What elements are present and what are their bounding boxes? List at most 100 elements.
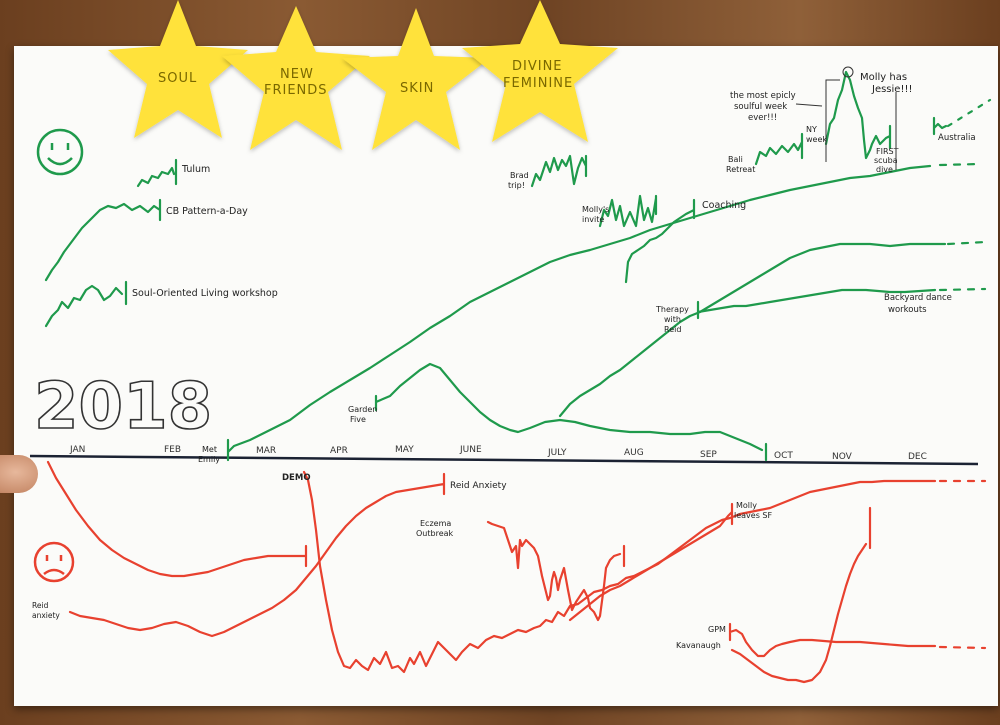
label-molly-leaves-1: Molly bbox=[736, 501, 757, 510]
curve-bali-retreat bbox=[754, 132, 804, 166]
month-may: MAY bbox=[395, 445, 414, 455]
label-eczema-2: Outbreak bbox=[416, 529, 454, 538]
star-label-new-friends-2: FRIENDS bbox=[264, 83, 328, 98]
label-brad-trip-1: Brad bbox=[510, 171, 529, 180]
month-sep: SEP bbox=[700, 450, 717, 460]
label-ny-week-2: week bbox=[806, 135, 827, 144]
label-therapy-1: Therapy bbox=[655, 305, 689, 314]
label-ny-week-1: NY bbox=[806, 125, 817, 134]
curve-therapy bbox=[558, 242, 947, 418]
curve-therapy-dashed bbox=[946, 240, 987, 246]
frowny-face-icon bbox=[33, 541, 75, 583]
label-garden-five-1: Garden bbox=[348, 405, 377, 414]
label-first-scuba-3: dive bbox=[876, 165, 893, 174]
label-molly-has-jessie-1: Molly has bbox=[860, 72, 907, 83]
label-molly-has-jessie-2: Jessie!!! bbox=[871, 84, 912, 95]
label-garden-five-2: Five bbox=[350, 415, 366, 424]
month-aug: AUG bbox=[624, 448, 644, 458]
curve-backyard-dashed bbox=[938, 287, 987, 292]
label-tulum: Tulum bbox=[181, 164, 210, 175]
month-july: JULY bbox=[547, 448, 567, 458]
label-reid-anxiety: Reid Anxiety bbox=[450, 481, 507, 491]
month-june: JUNE bbox=[459, 445, 482, 455]
timeline-axis bbox=[29, 454, 979, 466]
curve-australia-dashed bbox=[946, 98, 992, 128]
month-jan: JAN bbox=[69, 445, 85, 455]
star-label-divine-1: DIVINE bbox=[512, 59, 563, 74]
label-epic-week-1: the most epicly bbox=[730, 91, 796, 101]
label-reid-anxiety-2-1: Reid bbox=[32, 601, 49, 610]
star-label-divine-2: FEMININE bbox=[503, 76, 573, 91]
curve-met-emily bbox=[226, 164, 932, 462]
curve-demo bbox=[302, 470, 937, 674]
epic-week-bracket bbox=[795, 66, 897, 170]
curve-backyard bbox=[696, 288, 937, 320]
label-soul-workshop: Soul-Oriented Living workshop bbox=[132, 288, 278, 299]
label-first-scuba-1: FIRST bbox=[876, 147, 899, 156]
curve-coaching bbox=[624, 198, 696, 284]
label-coaching: Coaching bbox=[702, 200, 746, 211]
label-epic-week-2: soulful week bbox=[734, 102, 787, 112]
curve-kavanaugh bbox=[730, 506, 872, 684]
label-reid-anxiety-2-2: anxiety bbox=[32, 611, 60, 620]
curve-gpm-dashed bbox=[938, 645, 987, 650]
curve-reid-anxiety-early bbox=[68, 472, 446, 638]
star-shape bbox=[108, 0, 248, 138]
star-label-skin: SKIN bbox=[400, 81, 434, 96]
month-apr: APR bbox=[330, 446, 348, 456]
label-therapy-2: with bbox=[664, 315, 681, 324]
thumb bbox=[0, 455, 38, 493]
negative-labels: DEMO Reid Anxiety Eczema Outbreak Molly … bbox=[32, 473, 772, 650]
smiley-face-icon bbox=[36, 128, 84, 176]
label-demo: DEMO bbox=[282, 473, 311, 483]
curve-molly-leaves bbox=[568, 502, 734, 622]
negative-curves bbox=[46, 460, 987, 684]
year-label: 2018 bbox=[34, 370, 212, 444]
star-shape bbox=[342, 8, 490, 150]
label-backyard-1: Backyard dance bbox=[884, 293, 952, 303]
star-label-soul: SOUL bbox=[158, 71, 197, 86]
label-cb-pattern: CB Pattern-a-Day bbox=[166, 206, 248, 217]
curve-soul-workshop bbox=[44, 280, 128, 328]
star-note-soul: SOUL bbox=[108, 0, 248, 138]
label-backyard-2: workouts bbox=[888, 305, 927, 315]
label-australia: Australia bbox=[938, 133, 976, 143]
month-nov: NOV bbox=[832, 452, 853, 462]
curve-australia bbox=[932, 116, 948, 136]
curve-garden-five bbox=[374, 362, 768, 462]
label-therapy-3: Reid bbox=[664, 325, 681, 334]
positive-curves bbox=[44, 70, 992, 462]
curve-epic-week bbox=[824, 70, 892, 160]
label-gpm: GPM bbox=[708, 625, 726, 634]
positive-labels: Tulum CB Pattern-a-Day Soul-Oriented Liv… bbox=[132, 72, 976, 464]
star-note-divine-feminine: DIVINE FEMININE bbox=[462, 0, 618, 142]
month-oct: OCT bbox=[774, 451, 793, 461]
label-mollys-invite-2: invite bbox=[582, 215, 604, 224]
curve-eczema bbox=[486, 520, 626, 622]
curve-mollys-invite bbox=[598, 194, 658, 228]
curve-tulum bbox=[136, 158, 178, 188]
star-shape bbox=[222, 6, 370, 150]
curve-brad-trip bbox=[530, 154, 588, 188]
month-mar: MAR bbox=[256, 446, 276, 456]
label-bali-retreat-2: Retreat bbox=[726, 165, 755, 174]
label-met-emily-1: Met bbox=[202, 445, 217, 454]
star-label-new-friends-1: NEW bbox=[280, 67, 314, 82]
curve-cb-pattern bbox=[44, 198, 162, 282]
month-dec: DEC bbox=[908, 452, 927, 462]
label-epic-week-3: ever!!! bbox=[748, 113, 777, 123]
curve-met-emily-dashed bbox=[938, 162, 982, 167]
star-shape bbox=[462, 0, 618, 142]
star-note-skin: SKIN bbox=[342, 8, 490, 150]
star-note-new-friends: NEW FRIENDS bbox=[222, 6, 370, 150]
label-met-emily-2: Emily bbox=[198, 455, 220, 464]
label-mollys-invite-1: Molly's bbox=[582, 205, 609, 214]
paper-sheet bbox=[14, 46, 998, 706]
curve-gpm bbox=[728, 622, 937, 658]
month-labels: JAN FEB MAR APR MAY JUNE JULY AUG SEP OC… bbox=[69, 445, 927, 462]
label-first-scuba-2: scuba bbox=[874, 156, 898, 165]
month-feb: FEB bbox=[164, 445, 181, 455]
label-molly-leaves-2: leaves SF bbox=[734, 511, 772, 520]
label-brad-trip-2: trip! bbox=[508, 181, 525, 190]
